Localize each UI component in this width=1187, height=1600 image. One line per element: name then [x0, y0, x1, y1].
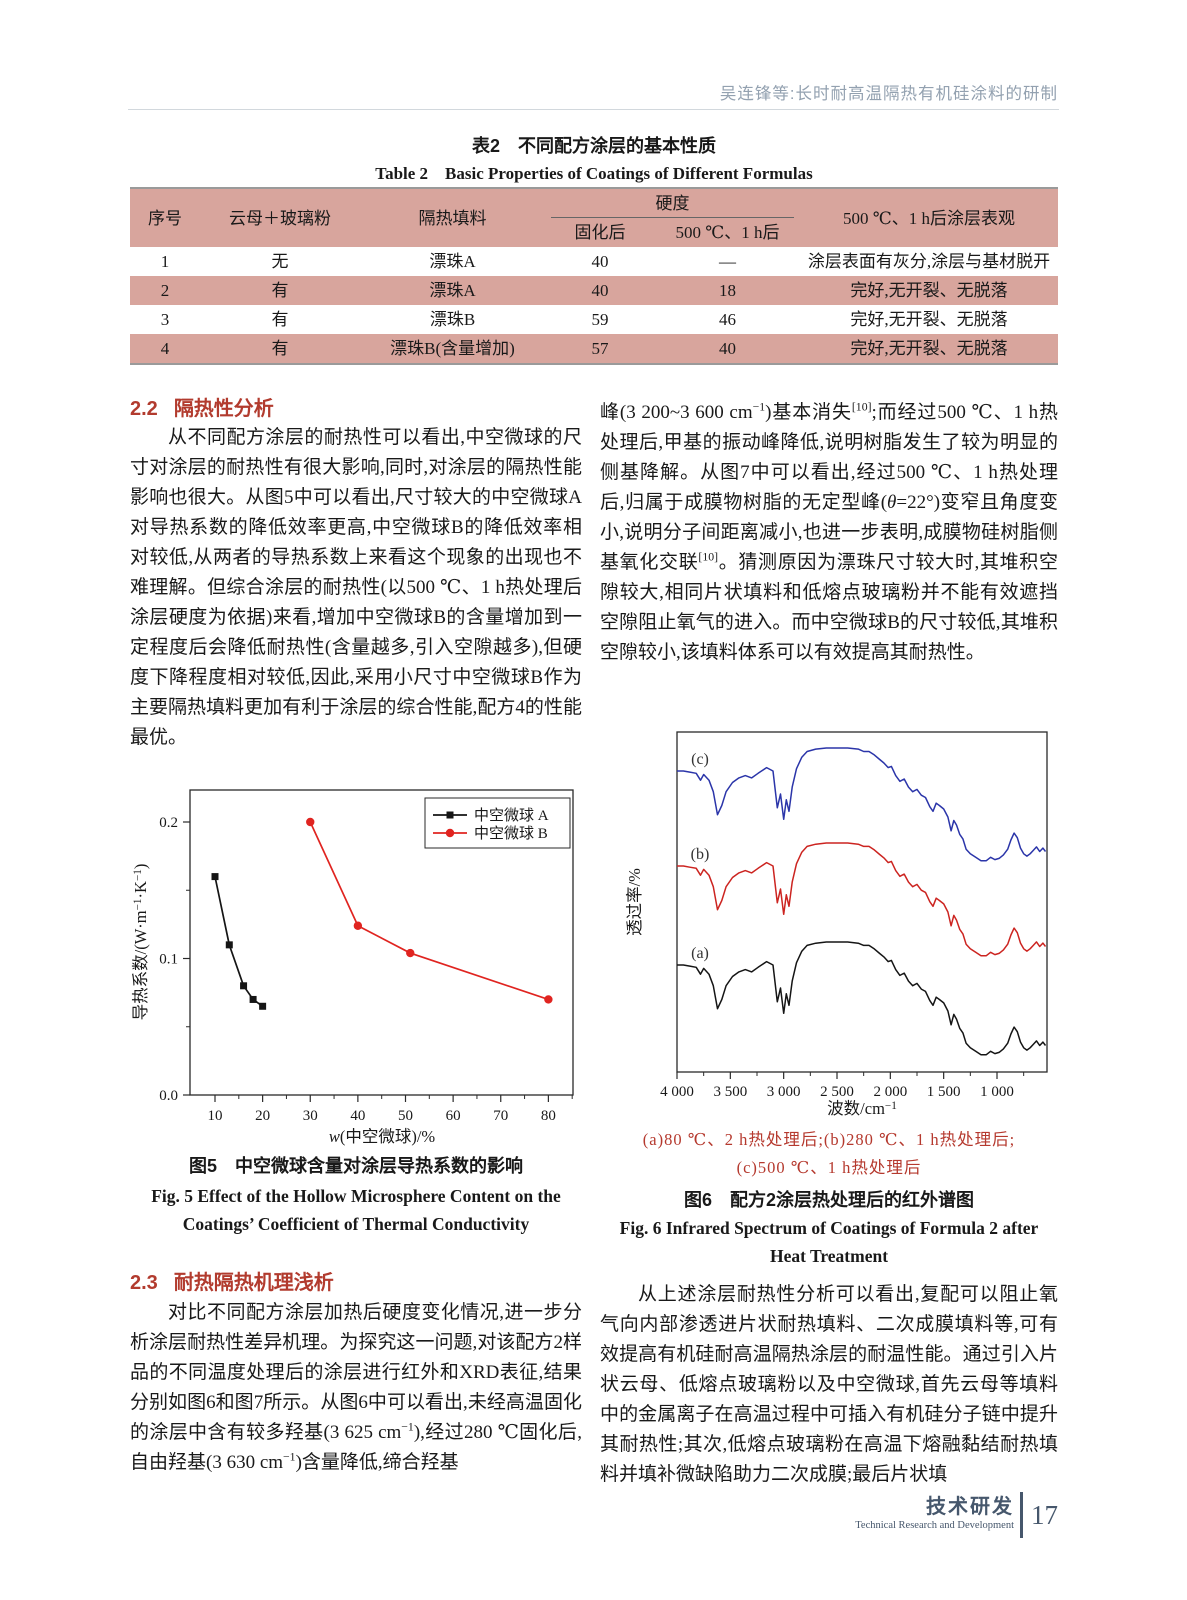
paragraph-2-2: 从不同配方涂层的耐热性可以看出,中空微球的尺寸对涂层的耐热性有很大影响,同时,对… — [130, 427, 582, 748]
col-hardness-after: 500 ℃、1 h后 — [655, 218, 800, 247]
table-cell: 涂层表面有灰分,涂层与基材脱开 — [807, 252, 1051, 271]
col-appearance: 500 ℃、1 h后涂层表观 — [800, 188, 1058, 247]
fig6-caption-cn: 图6 配方2涂层热处理后的红外谱图 — [683, 1190, 975, 1210]
svg-text:20: 20 — [255, 1108, 270, 1124]
table-cell: 漂珠B(含量增加) — [360, 334, 545, 364]
col-mica-glass: 云母＋玻璃粉 — [200, 188, 360, 247]
table-cell: 漂珠A — [429, 252, 476, 271]
col-seq: 序号 — [130, 188, 200, 247]
svg-text:3 500: 3 500 — [713, 1084, 747, 1100]
svg-text:(c): (c) — [691, 751, 709, 768]
section-2-2-heading: 2.2 隔热性分析 — [130, 392, 582, 421]
svg-text:1 500: 1 500 — [927, 1084, 961, 1100]
svg-text:导热系数/(W·m−1·K−1): 导热系数/(W·m−1·K−1) — [131, 864, 150, 1021]
fig6-caption-en: Fig. 6 Infrared Spectrum of Coatings of … — [619, 1218, 1039, 1266]
svg-text:w(中空微球)/%: w(中空微球)/% — [329, 1127, 436, 1146]
svg-text:1 000: 1 000 — [980, 1084, 1014, 1100]
svg-text:0.0: 0.0 — [159, 1088, 178, 1104]
svg-text:70: 70 — [493, 1108, 508, 1124]
table-cell: 4 — [130, 334, 200, 364]
table-cell: 18 — [655, 276, 800, 305]
svg-text:50: 50 — [398, 1108, 413, 1124]
svg-text:中空微球 A: 中空微球 A — [474, 807, 549, 824]
svg-text:2 500: 2 500 — [820, 1084, 854, 1100]
section-number: 2.3 — [130, 1272, 158, 1294]
table-body: 1 无漂珠A 40— 涂层表面有灰分,涂层与基材脱开 2 有漂珠A 40 18 完好,无开裂、无… — [130, 247, 1058, 364]
svg-text:(b): (b) — [691, 846, 710, 863]
svg-text:3 000: 3 000 — [767, 1084, 801, 1100]
paragraph-2-3: 对比不同配方涂层加热后硬度变化情况,进一步分析涂层耐热性差异机理。为探究这一问题… — [130, 1302, 582, 1473]
table-title-cn: 表2 不同配方涂层的基本性质 — [471, 136, 716, 156]
section-number: 2.2 — [130, 398, 158, 420]
fig6-note-line2: (c)500 ℃、1 h热处理后 — [736, 1158, 922, 1177]
fig5-caption-en: Fig. 5 Effect of the Hollow Microsphere … — [151, 1186, 561, 1234]
section-title: 隔热性分析 — [173, 398, 274, 420]
table-row: 3 有 漂珠B 59 46 完好,无开裂、无脱落 — [130, 305, 1058, 334]
footer-divider-bar — [1020, 1492, 1023, 1538]
svg-text:0.2: 0.2 — [159, 815, 178, 831]
fig6-note-line1: (a)80 ℃、2 h热处理后;(b)280 ℃、1 h热处理后; — [642, 1130, 1016, 1149]
svg-text:中空微球 B: 中空微球 B — [474, 825, 548, 842]
section-title: 耐热隔热机理浅析 — [173, 1272, 334, 1294]
fig6-note: (a)80 ℃、2 h热处理后;(b)280 ℃、1 h热处理后; (c)500… — [600, 1126, 1058, 1182]
paragraph-right-top: 峰(3 200~3 600 cm−1)基本消失[10];而经过500 ℃、1 h… — [600, 400, 1058, 663]
svg-text:2 000: 2 000 — [873, 1084, 907, 1100]
table-cell: 漂珠A — [360, 276, 545, 305]
table-cell: 46 — [719, 310, 736, 329]
svg-text:60: 60 — [446, 1108, 461, 1124]
footer-section-en: Technical Research and Development — [855, 1520, 1014, 1531]
running-head: 吴连锋等:长时耐高温隔热有机硅涂料的研制 — [719, 85, 1058, 103]
table-cell: 完好,无开裂、无脱落 — [800, 276, 1058, 305]
svg-text:10: 10 — [208, 1108, 223, 1124]
col-filler: 隔热填料 — [360, 188, 545, 247]
footer-section-names: 技术研发 Technical Research and Development — [855, 1496, 1014, 1534]
table-cell: 完好,无开裂、无脱落 — [850, 310, 1008, 329]
table-title-en: Table 2 Basic Properties of Coatings of … — [375, 164, 813, 183]
svg-text:透过率/%: 透过率/% — [625, 868, 644, 936]
hardness-underline — [551, 217, 794, 218]
table-cell: 40 — [545, 276, 655, 305]
table-header: 序号 云母＋玻璃粉 隔热填料 硬度 500 ℃、1 h后涂层表观 固化后 500… — [130, 188, 1058, 247]
table-cell: 完好,无开裂、无脱落 — [800, 334, 1058, 364]
svg-text:波数/cm−1: 波数/cm−1 — [827, 1099, 897, 1118]
svg-text:0.1: 0.1 — [159, 952, 178, 968]
table-cell: 漂珠B — [429, 310, 476, 329]
table-cell: 1 — [160, 252, 170, 271]
footer: 技术研发 Technical Research and Development … — [855, 1492, 1058, 1538]
table-cell: 无 — [271, 252, 289, 271]
table-cell: — — [719, 252, 736, 271]
table-row: 1 无 漂珠A 40 — 涂层表面有灰分,涂层与基材脱开 — [130, 247, 1058, 276]
fig6-chart: 4 000 3 500 3 000 2 500 2 000 1 500 1 000 (c) (b… — [625, 731, 1048, 1118]
table-cell: 59 — [591, 310, 609, 329]
footer-section-cn: 技术研发 — [926, 1496, 1014, 1518]
table-cell: 2 — [130, 276, 200, 305]
table-cell: 40 — [591, 252, 609, 271]
table-cell: 40 — [655, 334, 800, 364]
paragraph-right-bottom: 从上述涂层耐热性分析可以看出,复配可以阻止氧气向内部渗透进片状耐热填料、二次成膜… — [600, 1284, 1058, 1485]
table-row: 4 有漂珠B(含量增加) 57 40 完好,无开裂、无脱落 — [130, 334, 1058, 364]
table-cell: 有 — [200, 276, 360, 305]
table-row: 2 有漂珠A 40 18 完好,无开裂、无脱落 — [130, 276, 1058, 305]
svg-text:30: 30 — [303, 1108, 318, 1124]
svg-text:(a): (a) — [691, 945, 709, 962]
table-cell: 有 — [271, 310, 289, 329]
svg-text:4 000: 4 000 — [660, 1084, 694, 1100]
table-cell: 57 — [545, 334, 655, 364]
section-2-3-heading: 2.3 耐热隔热机理浅析 — [130, 1266, 582, 1295]
page-number: 17 — [1031, 1499, 1058, 1530]
properties-table: 序号 云母＋玻璃粉 隔热填料 硬度 500 ℃、1 h后涂层表观 固化后 500… — [130, 187, 1058, 365]
col-hardness-cured: 固化后 — [545, 218, 655, 247]
svg-text:80: 80 — [541, 1108, 556, 1124]
svg-text:40: 40 — [350, 1108, 365, 1124]
col-hardness: 硬度 — [545, 188, 800, 218]
table-cell: 有 — [200, 334, 360, 364]
header-divider — [128, 109, 1059, 110]
fig5-caption-cn: 图5 中空微球含量对涂层导热系数的影响 — [188, 1156, 523, 1176]
table-cell: 3 — [160, 310, 170, 329]
